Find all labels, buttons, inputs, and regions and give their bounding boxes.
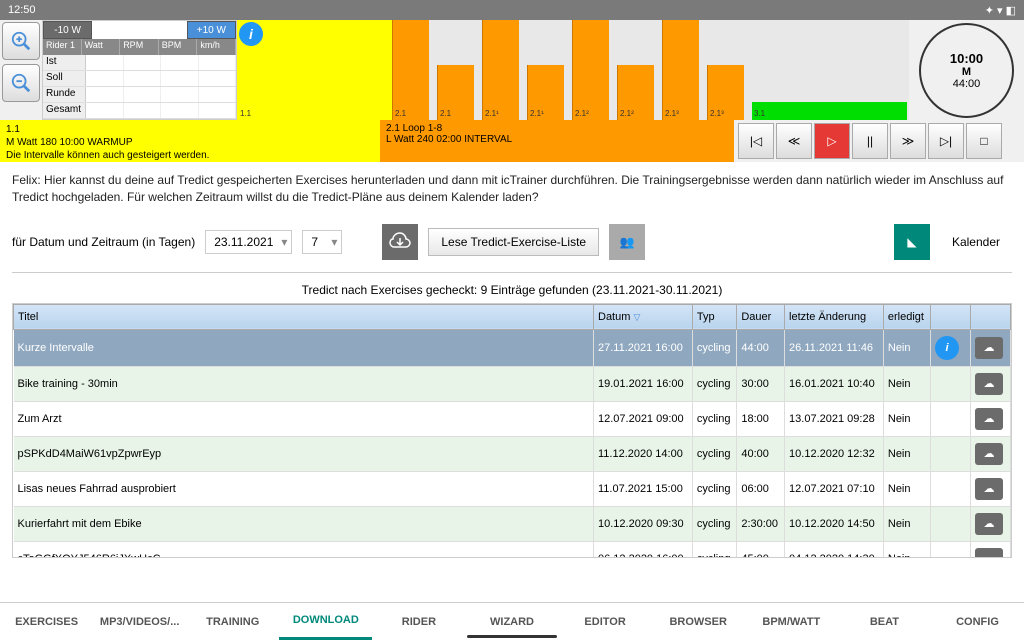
tab-config[interactable]: CONFIG [931,603,1024,640]
rewind-button[interactable]: ≪ [776,123,812,159]
exercise-table-container: TitelDatum ▽TypDauerletzte Änderungerled… [12,303,1012,558]
row-download-icon[interactable]: ☁ [975,408,1003,430]
forward-button[interactable]: ≫ [890,123,926,159]
table-row[interactable]: Bike training - 30min19.01.2021 16:00cyc… [14,366,1011,401]
tab-download[interactable]: DOWNLOAD [279,603,372,640]
table-row[interactable]: Kurierfahrt mit dem Ebike10.12.2020 09:3… [14,506,1011,541]
controls-row: für Datum und Zeitraum (in Tagen) 23.11.… [0,216,1024,268]
status-bar: 12:50 ✦ ▾ ◧ [0,0,1024,20]
calendar-icon[interactable]: ◣ [894,224,930,260]
status-icons: ✦ ▾ ◧ [985,4,1016,17]
chart-info-icon[interactable]: i [239,22,263,46]
column-header[interactable]: Titel [14,304,594,329]
top-section: -10 W +10 W Rider 1WattRPMBPMkm/h IstSol… [0,20,1024,120]
column-header[interactable]: letzte Änderung [785,304,884,329]
workout-segment-next: 2.1 Loop 1-8 L Watt 240 02:00 INTERVAL [380,120,734,162]
workout-info: 1.1 M Watt 180 10:00 WARMUP Die Interval… [0,120,1024,162]
row-download-icon[interactable]: ☁ [975,443,1003,465]
column-header[interactable]: Datum ▽ [594,304,693,329]
tab-mpvideos[interactable]: MP3/VIDEOS/... [93,603,186,640]
read-list-button[interactable]: Lese Tredict-Exercise-Liste [428,228,599,256]
tab-rider[interactable]: RIDER [372,603,465,640]
skip-start-button[interactable]: |◁ [738,123,774,159]
table-row[interactable]: Lisas neues Fahrrad ausprobiert11.07.202… [14,471,1011,506]
date-label: für Datum und Zeitraum (in Tagen) [12,235,195,249]
rider-panel: -10 W +10 W Rider 1WattRPMBPMkm/h IstSol… [42,20,237,120]
divider [12,272,1012,273]
player-controls: |◁ ≪ ▷ || ≫ ▷| □ [734,120,1024,162]
zoom-out-button[interactable] [2,64,40,102]
days-dropdown[interactable]: 7 [302,230,342,254]
table-row[interactable]: Zum Arzt12.07.2021 09:00cycling18:0013.0… [14,401,1011,436]
workout-chart: 1.1 2.12.12.1¹2.1¹2.1²2.1²2.1³2.1³3.1 i [237,20,909,120]
status-time: 12:50 [8,4,36,16]
stop-button[interactable]: □ [966,123,1002,159]
description-text: Felix: Hier kannst du deine auf Tredict … [0,162,1024,216]
pause-button[interactable]: || [852,123,888,159]
download-icon[interactable] [382,224,418,260]
zoom-controls [0,20,42,120]
exercise-table: TitelDatum ▽TypDauerletzte Änderungerled… [13,304,1011,558]
watt-plus-button[interactable]: +10 W [187,21,236,39]
row-info-icon[interactable]: i [935,336,959,360]
table-row[interactable]: pSPKdD4MaiW61vpZpwrEyp11.12.2020 14:00cy… [14,436,1011,471]
column-header[interactable]: Typ [692,304,737,329]
column-header[interactable]: Dauer [737,304,785,329]
row-download-icon[interactable]: ☁ [975,548,1003,558]
calendar-button[interactable]: Kalender [940,229,1012,255]
workout-segment-current: 1.1 M Watt 180 10:00 WARMUP Die Interval… [0,120,380,162]
tab-bpmwatt[interactable]: BPM/WATT [745,603,838,640]
tab-browser[interactable]: BROWSER [652,603,745,640]
date-dropdown[interactable]: 23.11.2021 [205,230,292,254]
tab-exercises[interactable]: EXERCISES [0,603,93,640]
group-icon[interactable]: 👥 [609,224,645,260]
clock-area: 10:00 M 44:00 [909,20,1024,120]
tab-beat[interactable]: BEAT [838,603,931,640]
tab-editor[interactable]: EDITOR [559,603,652,640]
result-text: Tredict nach Exercises gecheckt: 9 Eintr… [0,277,1024,303]
table-row[interactable]: cToGGfXQYJ546R6iJXwHcC06.12.2020 16:00cy… [14,541,1011,558]
tab-training[interactable]: TRAINING [186,603,279,640]
row-download-icon[interactable]: ☁ [975,337,1003,359]
table-row[interactable]: Kurze Intervalle27.11.2021 16:00cycling4… [14,329,1011,366]
workout-clock: 10:00 M 44:00 [919,23,1014,118]
column-header[interactable]: erledigt [883,304,930,329]
skip-end-button[interactable]: ▷| [928,123,964,159]
zoom-in-button[interactable] [2,22,40,60]
row-download-icon[interactable]: ☁ [975,373,1003,395]
row-download-icon[interactable]: ☁ [975,513,1003,535]
play-button[interactable]: ▷ [814,123,850,159]
home-indicator [467,635,557,638]
watt-minus-button[interactable]: -10 W [43,21,92,39]
row-download-icon[interactable]: ☁ [975,478,1003,500]
